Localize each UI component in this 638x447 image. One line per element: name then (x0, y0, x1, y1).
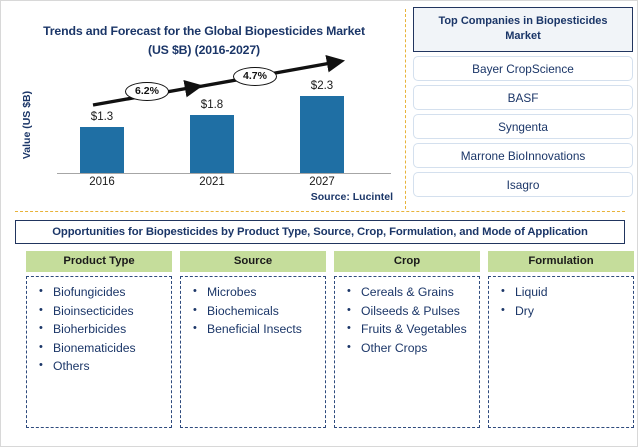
bar-value-2016: $1.3 (90, 111, 114, 123)
company-item[interactable]: Syngenta (413, 114, 633, 139)
list-item: Bionematicides (39, 339, 167, 358)
opportunity-column-source: Source Microbes Biochemicals Beneficial … (180, 251, 326, 428)
chart-title-line1: Trends and Forecast for the Global Biope… (43, 24, 365, 38)
x-tick-2021: 2021 (199, 176, 225, 188)
opportunity-column-crop: Crop Cereals & Grains Oilseeds & Pulses … (334, 251, 480, 428)
list-item: Bioinsecticides (39, 302, 167, 321)
opportunity-column-formulation: Formulation Liquid Dry (488, 251, 634, 428)
top-companies-panel: Top Companies in Biopesticides Market Ba… (413, 7, 633, 197)
company-item[interactable]: Isagro (413, 172, 633, 197)
chart-title-line2: (US $B) (2016-2027) (148, 43, 260, 57)
list-item: Others (39, 357, 167, 376)
list-item: Cereals & Grains (347, 283, 475, 302)
list-item: Liquid (501, 283, 629, 302)
list-item: Biochemicals (193, 302, 321, 321)
source-note: Source: Lucintel (310, 191, 393, 203)
list-item: Oilseeds & Pulses (347, 302, 475, 321)
x-tick-2016: 2016 (89, 176, 115, 188)
opportunities-columns: Product Type Biofungicides Bioinsecticid… (26, 251, 634, 428)
company-item[interactable]: Marrone BioInnovations (413, 143, 633, 168)
list-item: Biofungicides (39, 283, 167, 302)
list-item: Microbes (193, 283, 321, 302)
column-header: Formulation (488, 251, 634, 272)
column-header: Product Type (26, 251, 172, 272)
x-tick-2027: 2027 (309, 176, 335, 188)
x-axis-line (57, 173, 391, 174)
bar-2016 (80, 127, 124, 173)
list-item: Other Crops (347, 339, 475, 358)
column-body: Biofungicides Bioinsecticides Bioherbici… (26, 276, 172, 428)
company-item[interactable]: Bayer CropScience (413, 56, 633, 81)
bar-value-2027: $2.3 (310, 80, 334, 92)
opportunity-column-product-type: Product Type Biofungicides Bioinsecticid… (26, 251, 172, 428)
bar-value-2021: $1.8 (200, 99, 224, 111)
cagr-label-2016-2021: 6.2% (125, 82, 169, 101)
column-body: Microbes Biochemicals Beneficial Insects (180, 276, 326, 428)
bar-2021 (190, 115, 234, 173)
list-item: Dry (501, 302, 629, 321)
opportunities-header: Opportunities for Biopesticides by Produ… (15, 220, 625, 244)
chart-title: Trends and Forecast for the Global Biope… (15, 22, 393, 60)
company-item[interactable]: BASF (413, 85, 633, 110)
column-body: Cereals & Grains Oilseeds & Pulses Fruit… (334, 276, 480, 428)
cagr-label-2021-2027: 4.7% (233, 67, 277, 86)
column-header: Source (180, 251, 326, 272)
y-axis-label: Value (US $B) (21, 90, 33, 160)
column-header: Crop (334, 251, 480, 272)
list-item: Bioherbicides (39, 320, 167, 339)
vertical-divider (405, 9, 406, 209)
horizontal-divider (15, 211, 625, 212)
chart-panel: Trends and Forecast for the Global Biope… (1, 1, 405, 212)
bar-2027 (300, 96, 344, 173)
list-item: Beneficial Insects (193, 320, 321, 339)
column-body: Liquid Dry (488, 276, 634, 428)
list-item: Fruits & Vegetables (347, 320, 475, 339)
top-companies-title: Top Companies in Biopesticides Market (413, 7, 633, 52)
